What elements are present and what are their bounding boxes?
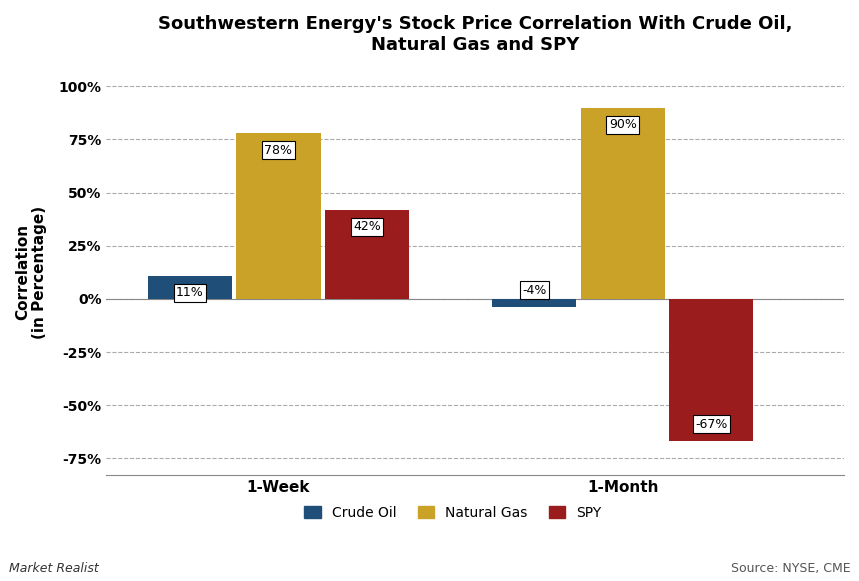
Text: -67%: -67% (695, 418, 728, 431)
Title: Southwestern Energy's Stock Price Correlation With Crude Oil,
Natural Gas and SP: Southwestern Energy's Stock Price Correl… (158, 15, 793, 54)
Legend: Crude Oil, Natural Gas, SPY: Crude Oil, Natural Gas, SPY (299, 500, 607, 525)
Bar (492, 299, 576, 307)
Y-axis label: Correlation
(in Percentage): Correlation (in Percentage) (15, 206, 47, 339)
Text: 42%: 42% (353, 220, 381, 233)
Bar (236, 133, 320, 299)
Text: Source: NYSE, CME: Source: NYSE, CME (731, 562, 850, 575)
Text: 78%: 78% (265, 144, 292, 157)
Bar (148, 275, 232, 299)
Text: -4%: -4% (522, 284, 546, 297)
Text: 90%: 90% (609, 118, 637, 131)
Bar (325, 210, 409, 299)
Text: Market Realist: Market Realist (9, 562, 98, 575)
Text: 11%: 11% (176, 286, 204, 299)
Bar (581, 107, 665, 299)
Bar (669, 299, 753, 442)
